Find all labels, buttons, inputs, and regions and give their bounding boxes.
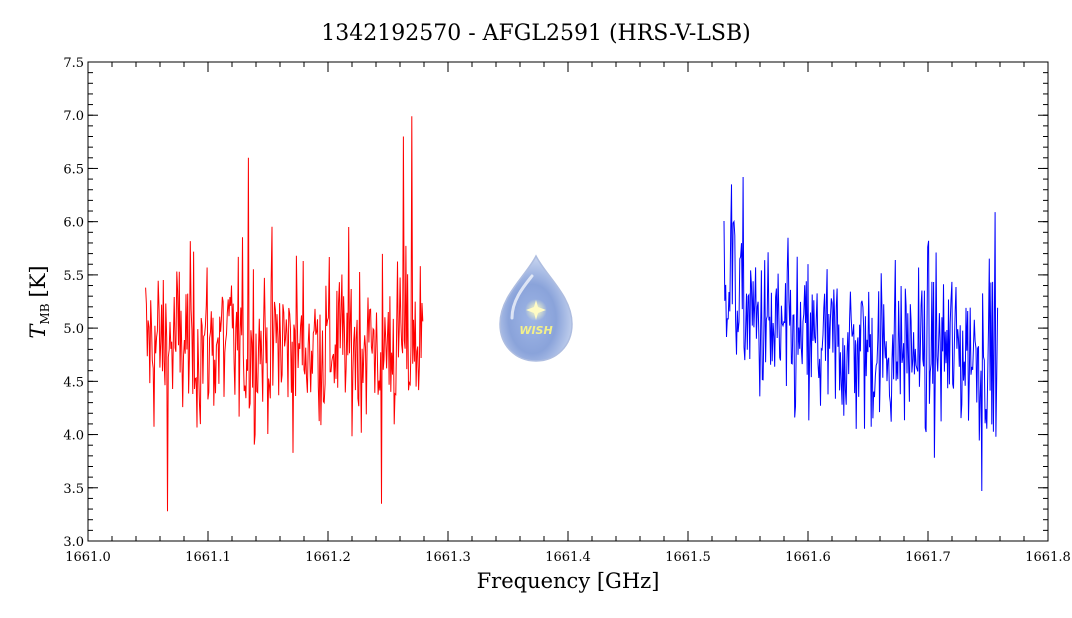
axes-layer: 1661.0 1661.1 1661.2 1661.3 1661.4 1661.5 1661… bbox=[63, 56, 1070, 565]
x-tick-label: 1661.3 bbox=[425, 550, 471, 565]
y-tick-label: 4.0 bbox=[63, 429, 84, 444]
drop-highlight bbox=[510, 274, 534, 320]
y-tick-label: 3.0 bbox=[63, 535, 84, 550]
y-tick-label: 6.0 bbox=[63, 216, 84, 231]
x-tick-label: 1661.6 bbox=[785, 550, 831, 565]
x-tick-label: 1661.1 bbox=[185, 550, 231, 565]
spectrum-series-2 bbox=[723, 176, 999, 492]
y-tick-label: 4.5 bbox=[63, 375, 84, 390]
y-tick-label: 5.5 bbox=[63, 269, 84, 284]
y-axis-label-unit: [K] bbox=[26, 265, 50, 297]
y-axis-label: TMB [K] bbox=[26, 265, 52, 338]
x-tick-label: 1661.5 bbox=[665, 550, 711, 565]
logo-text: WISH bbox=[519, 324, 552, 337]
chart-title: 1342192570 - AFGL2591 (HRS-V-LSB) bbox=[321, 21, 750, 46]
y-axis-label-sub: MB bbox=[38, 303, 52, 324]
x-tick-label: 1661.8 bbox=[1025, 550, 1071, 565]
spectrum-series-1 bbox=[145, 116, 424, 512]
data-series-layer bbox=[145, 116, 999, 512]
star-icon bbox=[526, 300, 546, 320]
y-tick-label: 7.0 bbox=[63, 109, 84, 124]
y-tick-label: 6.5 bbox=[63, 162, 84, 177]
x-axis-label: Frequency [GHz] bbox=[477, 569, 660, 593]
x-tick-label: 1661.7 bbox=[905, 550, 951, 565]
y-tick-label: 3.5 bbox=[63, 482, 84, 497]
y-axis-label-main: T bbox=[26, 323, 50, 339]
y-tick-label: 7.5 bbox=[63, 56, 84, 71]
x-tick-label: 1661.0 bbox=[65, 550, 111, 565]
x-tick-label: 1661.4 bbox=[545, 550, 591, 565]
x-tick-label: 1661.2 bbox=[305, 550, 351, 565]
y-tick-label: 5.0 bbox=[63, 322, 84, 337]
wish-logo: WISH bbox=[499, 254, 573, 362]
